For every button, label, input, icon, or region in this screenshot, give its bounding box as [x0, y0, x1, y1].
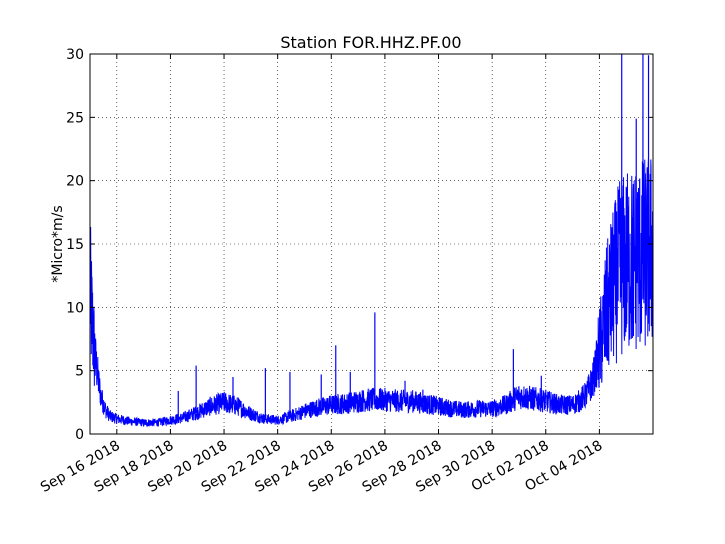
y-tick-label: 15 [66, 237, 84, 253]
y-axis-label: *Micro*m/s [50, 205, 66, 282]
series-layer [90, 54, 653, 428]
y-tick-label: 20 [66, 174, 84, 190]
series-group [90, 54, 653, 428]
y-tick-label: 25 [66, 110, 84, 126]
y-axis: 0 5 10 15 20 25 30 [66, 47, 653, 443]
chart-title: Station FOR.HHZ.PF.00 [280, 33, 461, 52]
y-tick-label: 5 [75, 364, 84, 380]
y-tick-label: 30 [66, 47, 84, 63]
y-tick-label: 0 [75, 427, 84, 443]
series-line [90, 158, 653, 428]
y-tick-label: 10 [66, 300, 84, 316]
